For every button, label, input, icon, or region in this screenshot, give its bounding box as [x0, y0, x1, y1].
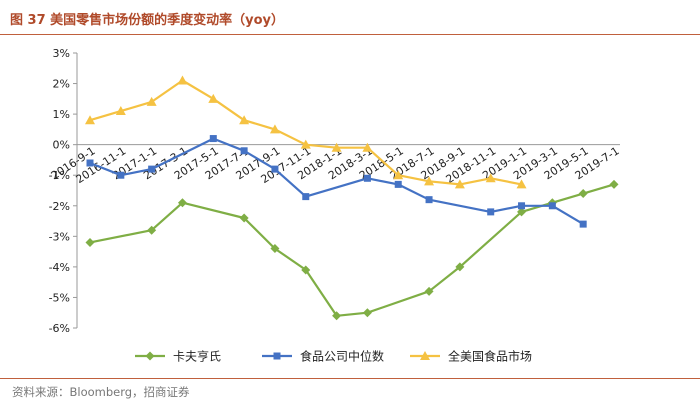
- data-point: [302, 193, 310, 201]
- data-point: [363, 174, 371, 182]
- data-point: [579, 220, 587, 228]
- y-tick-label: -3%: [49, 230, 70, 243]
- source-note: 资料来源：Bloomberg，招商证券: [12, 385, 190, 399]
- data-point: [115, 106, 126, 116]
- data-point: [147, 225, 157, 235]
- series-line: [89, 137, 584, 226]
- y-tick-label: -4%: [49, 261, 70, 274]
- y-tick-label: -6%: [49, 322, 70, 335]
- y-tick-label: -1%: [49, 169, 70, 182]
- data-point: [331, 142, 342, 152]
- data-point: [209, 135, 217, 143]
- data-point: [485, 173, 496, 183]
- data-point: [425, 196, 433, 204]
- data-point: [208, 93, 219, 103]
- data-point: [146, 96, 157, 106]
- data-point: [609, 179, 619, 189]
- y-tick-label: -2%: [49, 200, 70, 213]
- data-point: [424, 176, 435, 186]
- data-point: [85, 237, 95, 247]
- data-point: [517, 207, 527, 217]
- data-point: [578, 189, 588, 199]
- legend-marker: [273, 352, 281, 360]
- data-point: [362, 308, 372, 318]
- y-tick-label: 0%: [53, 139, 70, 152]
- data-point: [271, 165, 279, 173]
- y-tick-label: -5%: [49, 291, 70, 304]
- data-point: [332, 311, 342, 321]
- data-point: [86, 159, 94, 167]
- legend-label: 卡夫亨氏: [173, 349, 221, 364]
- data-point: [300, 139, 311, 149]
- data-point: [148, 165, 156, 173]
- y-tick-label: 1%: [53, 108, 70, 121]
- data-point: [177, 75, 188, 85]
- data-point: [518, 202, 526, 210]
- data-point: [177, 198, 187, 208]
- data-point: [301, 265, 311, 275]
- data-point: [393, 170, 404, 180]
- data-point: [85, 115, 95, 125]
- data-point: [454, 179, 465, 189]
- title-divider: [0, 34, 700, 35]
- data-point: [394, 180, 402, 188]
- data-point: [270, 244, 280, 254]
- y-tick-label: 2%: [53, 78, 70, 91]
- y-tick-label: 3%: [53, 47, 70, 60]
- data-point: [240, 147, 248, 155]
- data-point: [548, 202, 556, 210]
- data-point: [239, 213, 249, 223]
- legend-label: 全美国食品市场: [448, 349, 532, 364]
- data-point: [239, 115, 250, 125]
- legend-marker: [420, 351, 430, 360]
- data-point: [269, 124, 280, 134]
- legend-label: 食品公司中位数: [300, 349, 384, 364]
- line-chart: 3%2%1%0%-1%-2%-3%-4%-5%-6%2016-9-12016-1…: [49, 47, 622, 364]
- data-point: [455, 262, 465, 272]
- figure-title: 图 37 美国零售市场份额的季度变动率（yoy）: [10, 13, 285, 28]
- data-point: [362, 142, 373, 152]
- source-divider: [0, 378, 700, 379]
- data-point: [487, 208, 495, 216]
- data-point: [516, 179, 527, 189]
- data-point: [424, 286, 434, 296]
- data-point: [117, 171, 125, 179]
- series-line: [89, 183, 615, 317]
- legend-marker: [145, 351, 155, 361]
